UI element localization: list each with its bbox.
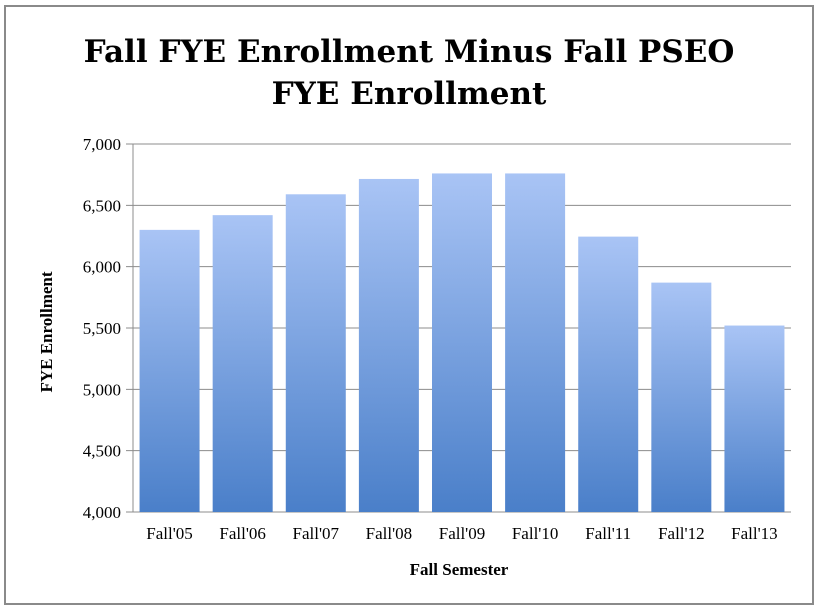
- x-axis-ticks: Fall'05 Fall'06 Fall'07 Fall'08 Fall'09 Fall'…: [146, 524, 777, 543]
- bar-chart: Fall FYE Enrollment Minus Fall PSEO FYE …: [37, 34, 791, 579]
- y-tick-label: 5,000: [83, 380, 121, 399]
- x-tick-label: Fall'13: [731, 524, 778, 543]
- y-tick-label: 4,500: [83, 442, 121, 461]
- y-tick-label: 6,500: [83, 196, 121, 215]
- x-tick-label: Fall'08: [366, 524, 413, 543]
- bar: [578, 236, 639, 512]
- bar: [505, 173, 566, 512]
- y-axis-ticks: 4,000 4,500 5,000 5,500 6,000 6,500 7,000: [83, 135, 121, 522]
- y-axis-title: FYE Enrollment: [37, 271, 56, 392]
- x-tick-label: Fall'12: [658, 524, 705, 543]
- x-tick-label: Fall'06: [219, 524, 266, 543]
- x-tick-label: Fall'11: [585, 524, 631, 543]
- bar: [651, 282, 712, 512]
- chart-title-line-2: FYE Enrollment: [272, 76, 547, 112]
- y-tick-label: 7,000: [83, 135, 121, 154]
- y-tick-label: 6,000: [83, 258, 121, 277]
- bar: [724, 325, 785, 512]
- x-tick-label: Fall'10: [512, 524, 559, 543]
- x-tick-label: Fall'05: [146, 524, 193, 543]
- x-tick-label: Fall'07: [293, 524, 340, 543]
- bar: [139, 229, 200, 512]
- y-tick-label: 4,000: [83, 503, 121, 522]
- bar: [432, 173, 492, 512]
- y-tick-label: 5,500: [83, 319, 121, 338]
- chart-title-line-1: Fall FYE Enrollment Minus Fall PSEO: [84, 34, 735, 70]
- x-tick-label: Fall'09: [439, 524, 486, 543]
- bar: [358, 178, 419, 512]
- chart-frame: Fall FYE Enrollment Minus Fall PSEO FYE …: [4, 5, 814, 605]
- bar: [212, 215, 273, 512]
- bar: [285, 194, 346, 512]
- bars: [139, 173, 785, 512]
- x-axis-title: Fall Semester: [410, 560, 509, 579]
